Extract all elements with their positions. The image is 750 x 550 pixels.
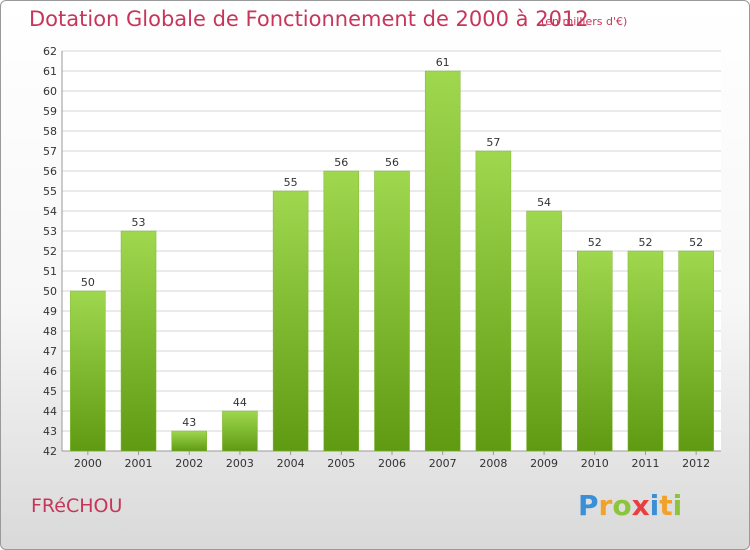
x-tick-label: 2005 xyxy=(327,457,355,470)
y-tick-label: 42 xyxy=(43,445,57,458)
x-tick-label: 2009 xyxy=(530,457,558,470)
y-tick-label: 61 xyxy=(43,65,57,78)
y-tick-label: 53 xyxy=(43,225,57,238)
y-tick-label: 55 xyxy=(43,185,57,198)
data-label: 50 xyxy=(81,276,95,289)
y-tick-label: 46 xyxy=(43,365,57,378)
bar-2006 xyxy=(374,170,410,452)
y-tick-label: 57 xyxy=(43,145,57,158)
data-label: 52 xyxy=(588,236,602,249)
y-tick-label: 58 xyxy=(43,125,57,138)
y-tick-label: 52 xyxy=(43,245,57,258)
bar-2010 xyxy=(577,250,613,452)
x-tick-label: 2010 xyxy=(581,457,609,470)
bar-2005 xyxy=(323,170,360,452)
chart-title: Dotation Globale de Fonctionnement de 20… xyxy=(29,7,589,31)
bar-2001 xyxy=(120,230,157,452)
x-tick-label: 2008 xyxy=(479,457,507,470)
y-tick-label: 49 xyxy=(43,305,57,318)
data-label: 54 xyxy=(537,196,551,209)
x-tick-label: 2012 xyxy=(682,457,710,470)
y-tick-label: 62 xyxy=(43,45,57,58)
logo-letter: t xyxy=(659,489,673,522)
x-tick-label: 2011 xyxy=(631,457,659,470)
proxiti-logo[interactable]: Proxiti xyxy=(578,489,682,522)
y-tick-label: 48 xyxy=(43,325,57,338)
data-label: 43 xyxy=(182,416,196,429)
bar-2007 xyxy=(424,70,461,452)
bar-2011 xyxy=(627,250,664,452)
logo-letter: P xyxy=(578,489,599,522)
bar-2012 xyxy=(678,250,714,452)
bars: 50 53 43 44 55 56 56 61 57 54 52 52 52 xyxy=(70,56,714,452)
data-label: 52 xyxy=(689,236,703,249)
data-label: 52 xyxy=(638,236,652,249)
x-tick-label: 2003 xyxy=(226,457,254,470)
data-label: 61 xyxy=(436,56,450,69)
logo-letter: x xyxy=(631,489,650,522)
commune-name: FRéCHOU xyxy=(31,495,123,517)
logo-letter: r xyxy=(598,489,613,522)
bar-2000 xyxy=(70,290,106,452)
x-tick-label: 2001 xyxy=(125,457,153,470)
bar-2003 xyxy=(222,410,258,452)
y-tick-label: 50 xyxy=(43,285,57,298)
y-tick-label: 59 xyxy=(43,105,57,118)
x-tick-label: 2002 xyxy=(175,457,203,470)
bar-2008 xyxy=(475,150,512,452)
x-tick-label: 2000 xyxy=(74,457,102,470)
y-tick-label: 45 xyxy=(43,385,57,398)
data-label: 55 xyxy=(284,176,298,189)
bar-2009 xyxy=(526,210,562,452)
logo-letter: o xyxy=(612,489,632,522)
y-tick-label: 54 xyxy=(43,205,57,218)
bar-2004 xyxy=(272,190,309,452)
y-tick-label: 44 xyxy=(43,405,57,418)
x-tick-label: 2007 xyxy=(429,457,457,470)
data-label: 56 xyxy=(385,156,399,169)
data-label: 57 xyxy=(486,136,500,149)
logo-letter: i xyxy=(672,489,683,522)
y-tick-label: 51 xyxy=(43,265,57,278)
data-label: 44 xyxy=(233,396,247,409)
data-label: 56 xyxy=(334,156,348,169)
y-tick-label: 43 xyxy=(43,425,57,438)
bar-2002 xyxy=(171,430,207,452)
chart-unit: (en milliers d'€) xyxy=(541,15,628,28)
x-tick-label: 2004 xyxy=(277,457,305,470)
x-tick-label: 2006 xyxy=(378,457,406,470)
y-tick-label: 56 xyxy=(43,165,57,178)
logo-letter: i xyxy=(649,489,660,522)
y-tick-label: 47 xyxy=(43,345,57,358)
data-label: 53 xyxy=(132,216,146,229)
y-tick-label: 60 xyxy=(43,85,57,98)
